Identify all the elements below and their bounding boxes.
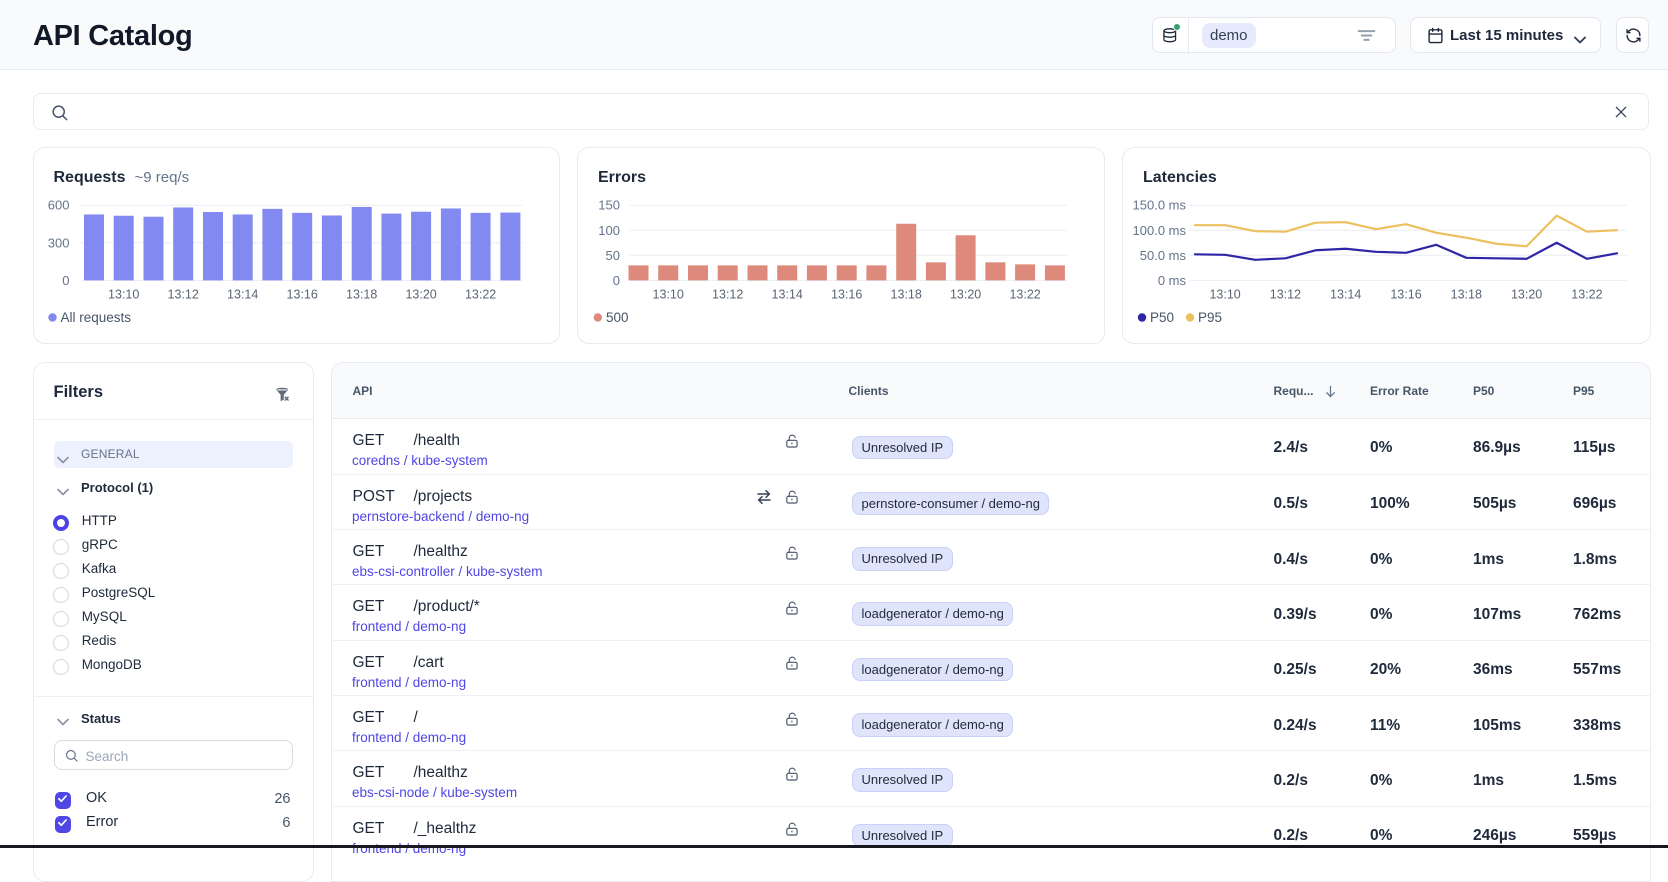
- svg-text:0: 0: [62, 273, 69, 288]
- svg-text:600: 600: [47, 198, 69, 213]
- svg-text:13:22: 13:22: [464, 287, 495, 301]
- svg-text:300: 300: [47, 235, 69, 250]
- svg-text:All requests: All requests: [60, 310, 131, 325]
- svg-text:13:20: 13:20: [405, 287, 436, 301]
- svg-text:13:12: 13:12: [712, 287, 743, 301]
- svg-text:13:22: 13:22: [1571, 287, 1602, 301]
- svg-text:13:18: 13:18: [1451, 287, 1482, 301]
- svg-text:13:12: 13:12: [167, 287, 198, 301]
- svg-text:0 ms: 0 ms: [1158, 273, 1187, 288]
- svg-text:13:12: 13:12: [1270, 287, 1301, 301]
- svg-text:13:14: 13:14: [227, 287, 258, 301]
- svg-text:50.0 ms: 50.0 ms: [1140, 248, 1187, 263]
- svg-text:150.0 ms: 150.0 ms: [1133, 198, 1187, 213]
- svg-text:P50: P50: [1150, 310, 1174, 325]
- svg-text:13:16: 13:16: [286, 287, 317, 301]
- svg-text:13:20: 13:20: [1511, 287, 1542, 301]
- svg-text:500: 500: [606, 310, 629, 325]
- svg-text:13:14: 13:14: [1330, 287, 1361, 301]
- svg-text:0: 0: [613, 273, 620, 288]
- svg-text:50: 50: [606, 248, 620, 263]
- svg-text:P95: P95: [1198, 310, 1222, 325]
- svg-text:150: 150: [598, 198, 620, 213]
- svg-text:13:20: 13:20: [950, 287, 981, 301]
- svg-text:100: 100: [598, 223, 620, 238]
- svg-text:13:14: 13:14: [772, 287, 803, 301]
- svg-text:13:10: 13:10: [653, 287, 684, 301]
- svg-text:13:10: 13:10: [1209, 287, 1240, 301]
- svg-text:13:16: 13:16: [831, 287, 862, 301]
- svg-text:13:18: 13:18: [891, 287, 922, 301]
- svg-text:100.0 ms: 100.0 ms: [1133, 223, 1187, 238]
- svg-text:13:22: 13:22: [1009, 287, 1040, 301]
- svg-text:13:16: 13:16: [1390, 287, 1421, 301]
- svg-text:13:10: 13:10: [108, 287, 139, 301]
- svg-text:13:18: 13:18: [346, 287, 377, 301]
